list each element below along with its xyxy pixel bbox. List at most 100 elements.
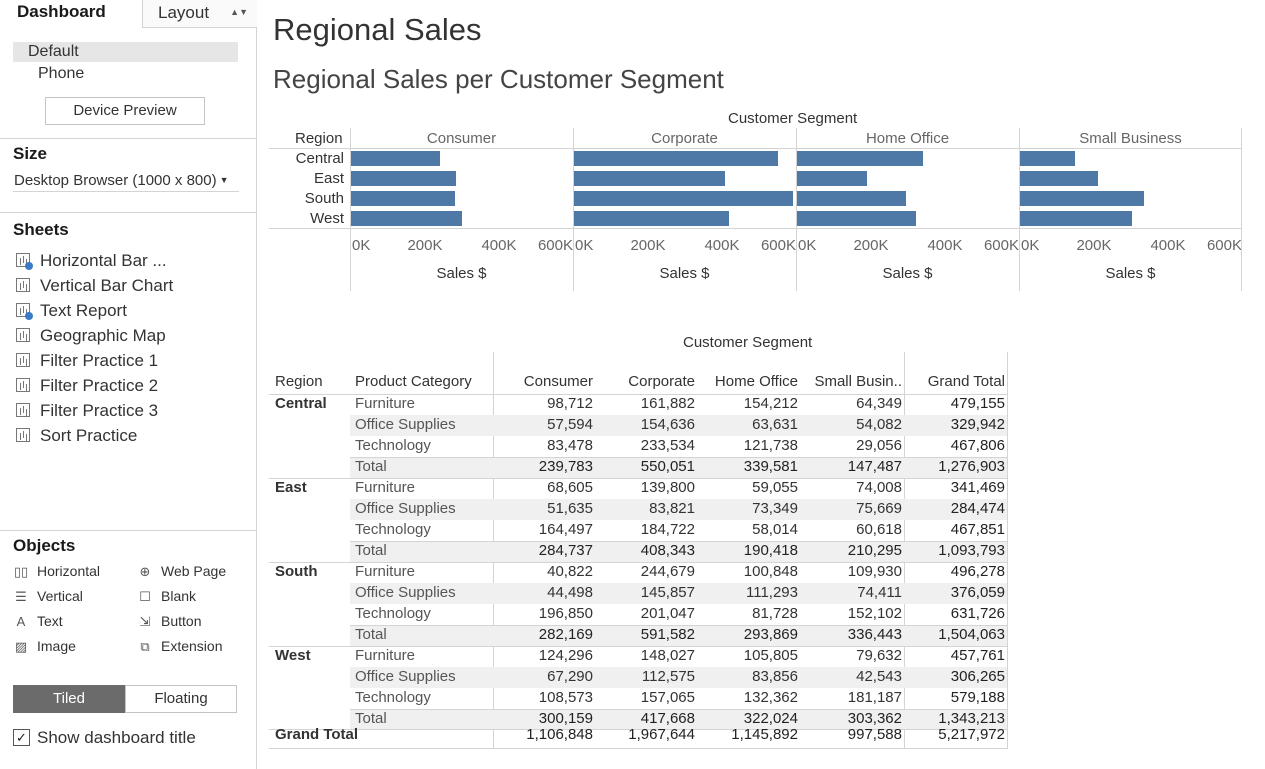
bar[interactable] [574, 191, 793, 206]
panel-divider [573, 128, 574, 291]
blank-icon: ☐ [139, 589, 151, 604]
object-button[interactable]: ⇲ Button [137, 612, 202, 631]
cell-value: 152,102 [847, 605, 902, 622]
sheet-item[interactable]: Geographic Map [16, 325, 166, 347]
sheet-item[interactable]: Text Report [16, 300, 127, 322]
region-name: South [275, 563, 318, 580]
cell-value: 631,726 [950, 605, 1005, 622]
object-label: Image [37, 638, 76, 654]
tab-dashboard[interactable]: Dashboard [17, 2, 106, 21]
vertical-container-icon: ☰ [15, 589, 27, 604]
category-name: Furniture [355, 563, 416, 580]
sheet-item[interactable]: Sort Practice [16, 425, 137, 447]
device-default[interactable]: Default [13, 42, 238, 62]
object-label: Web Page [161, 563, 227, 579]
show-title-label: Show dashboard title [37, 728, 196, 747]
category-name: Technology [355, 689, 431, 706]
bar[interactable] [1020, 151, 1075, 166]
cell-value: 83,856 [752, 668, 798, 685]
object-image[interactable]: ▨ Image [13, 637, 76, 656]
object-web-page[interactable]: ⊕ Web Page [137, 562, 227, 581]
object-vertical[interactable]: ☰ Vertical [13, 587, 83, 606]
bar[interactable] [1020, 211, 1132, 226]
tab-layout[interactable]: Layout ▲▼ [142, 0, 257, 28]
dashboard-canvas: Regional Sales Regional Sales per Custom… [258, 0, 1265, 769]
bar[interactable] [351, 211, 462, 226]
cell-value: 44,498 [547, 584, 593, 601]
panel-divider [1241, 128, 1242, 291]
cell-value: 190,418 [743, 542, 798, 559]
object-label: Vertical [37, 588, 83, 604]
region-separator [269, 394, 1008, 395]
cell-value: 63,631 [752, 416, 798, 433]
cell-value: 59,055 [752, 479, 798, 496]
bar[interactable] [797, 211, 916, 226]
sheet-label: Horizontal Bar ... [40, 251, 167, 270]
cell-value: 75,669 [856, 500, 902, 517]
objects-heading: Objects [13, 536, 76, 555]
worksheet-icon [16, 378, 30, 392]
bar[interactable] [797, 151, 923, 166]
cell-value: 147,487 [847, 458, 902, 475]
cell-value: 496,278 [950, 563, 1005, 580]
category-header: Product Category [355, 373, 472, 390]
sheet-label: Text Report [40, 301, 127, 320]
floating-toggle[interactable]: Floating [125, 685, 237, 713]
cell-value: 164,497 [538, 521, 593, 538]
object-horizontal[interactable]: ▯▯ Horizontal [13, 562, 100, 581]
cell-value: 233,534 [640, 437, 695, 454]
cell-value: 154,212 [743, 395, 798, 412]
cell-value: 1,093,793 [938, 542, 1005, 559]
bar[interactable] [351, 151, 440, 166]
category-name: Furniture [355, 395, 416, 412]
bar[interactable] [574, 171, 725, 186]
show-title-checkbox[interactable]: ✓ [13, 729, 30, 746]
grand-total-value: 5,217,972 [938, 726, 1005, 743]
image-icon: ▨ [14, 639, 28, 654]
tiled-toggle[interactable]: Tiled [13, 685, 125, 713]
panel-header: Small Business [1079, 130, 1182, 147]
x-tick-label: 400K [1150, 237, 1186, 254]
dashboard-title: Regional Sales [273, 12, 482, 47]
object-extension[interactable]: ⧉ Extension [137, 637, 222, 656]
sheet-item[interactable]: Filter Practice 1 [16, 350, 158, 372]
cell-value: 111,293 [746, 584, 798, 601]
cell-value: 239,783 [538, 458, 593, 475]
sheet-item[interactable]: Filter Practice 3 [16, 400, 158, 422]
sheet-item[interactable]: Vertical Bar Chart [16, 275, 173, 297]
cell-value: 196,850 [538, 605, 593, 622]
cell-value: 329,942 [950, 416, 1005, 433]
object-blank[interactable]: ☐ Blank [137, 587, 196, 606]
cell-value: 417,668 [640, 710, 695, 727]
cell-value: 1,504,063 [938, 626, 1005, 643]
sheet-item[interactable]: Horizontal Bar ... [16, 250, 167, 272]
bar[interactable] [1020, 191, 1144, 206]
table-column-header: Customer Segment [683, 334, 813, 351]
cell-value: 112,575 [641, 668, 695, 685]
cell-value: 67,290 [547, 668, 593, 685]
bar[interactable] [797, 191, 906, 206]
device-phone[interactable]: Phone [38, 65, 85, 82]
x-tick-label: 0K [798, 237, 817, 254]
bar[interactable] [574, 211, 729, 226]
cell-value: 341,469 [950, 479, 1005, 496]
device-preview-button[interactable]: Device Preview [45, 97, 205, 125]
x-tick-label: 0K [575, 237, 594, 254]
bar[interactable] [574, 151, 778, 166]
bar[interactable] [351, 191, 455, 206]
updown-caret-icon: ▲▼ [230, 7, 248, 17]
sheet-item[interactable]: Filter Practice 2 [16, 375, 158, 397]
region-separator [269, 478, 1008, 479]
object-text[interactable]: A Text [13, 612, 63, 631]
x-tick-label: 600K [983, 237, 1019, 254]
bar[interactable] [351, 171, 456, 186]
cell-value: 79,632 [856, 647, 902, 664]
cell-value: 68,605 [547, 479, 593, 496]
x-tick-label: 600K [760, 237, 796, 254]
bar[interactable] [1020, 171, 1098, 186]
size-dropdown[interactable]: Desktop Browser (1000 x 800) ▼ [13, 170, 239, 192]
cell-value: 132,362 [743, 689, 798, 706]
category-name: Total [355, 626, 387, 643]
sheet-label: Filter Practice 2 [40, 376, 159, 395]
bar[interactable] [797, 171, 867, 186]
